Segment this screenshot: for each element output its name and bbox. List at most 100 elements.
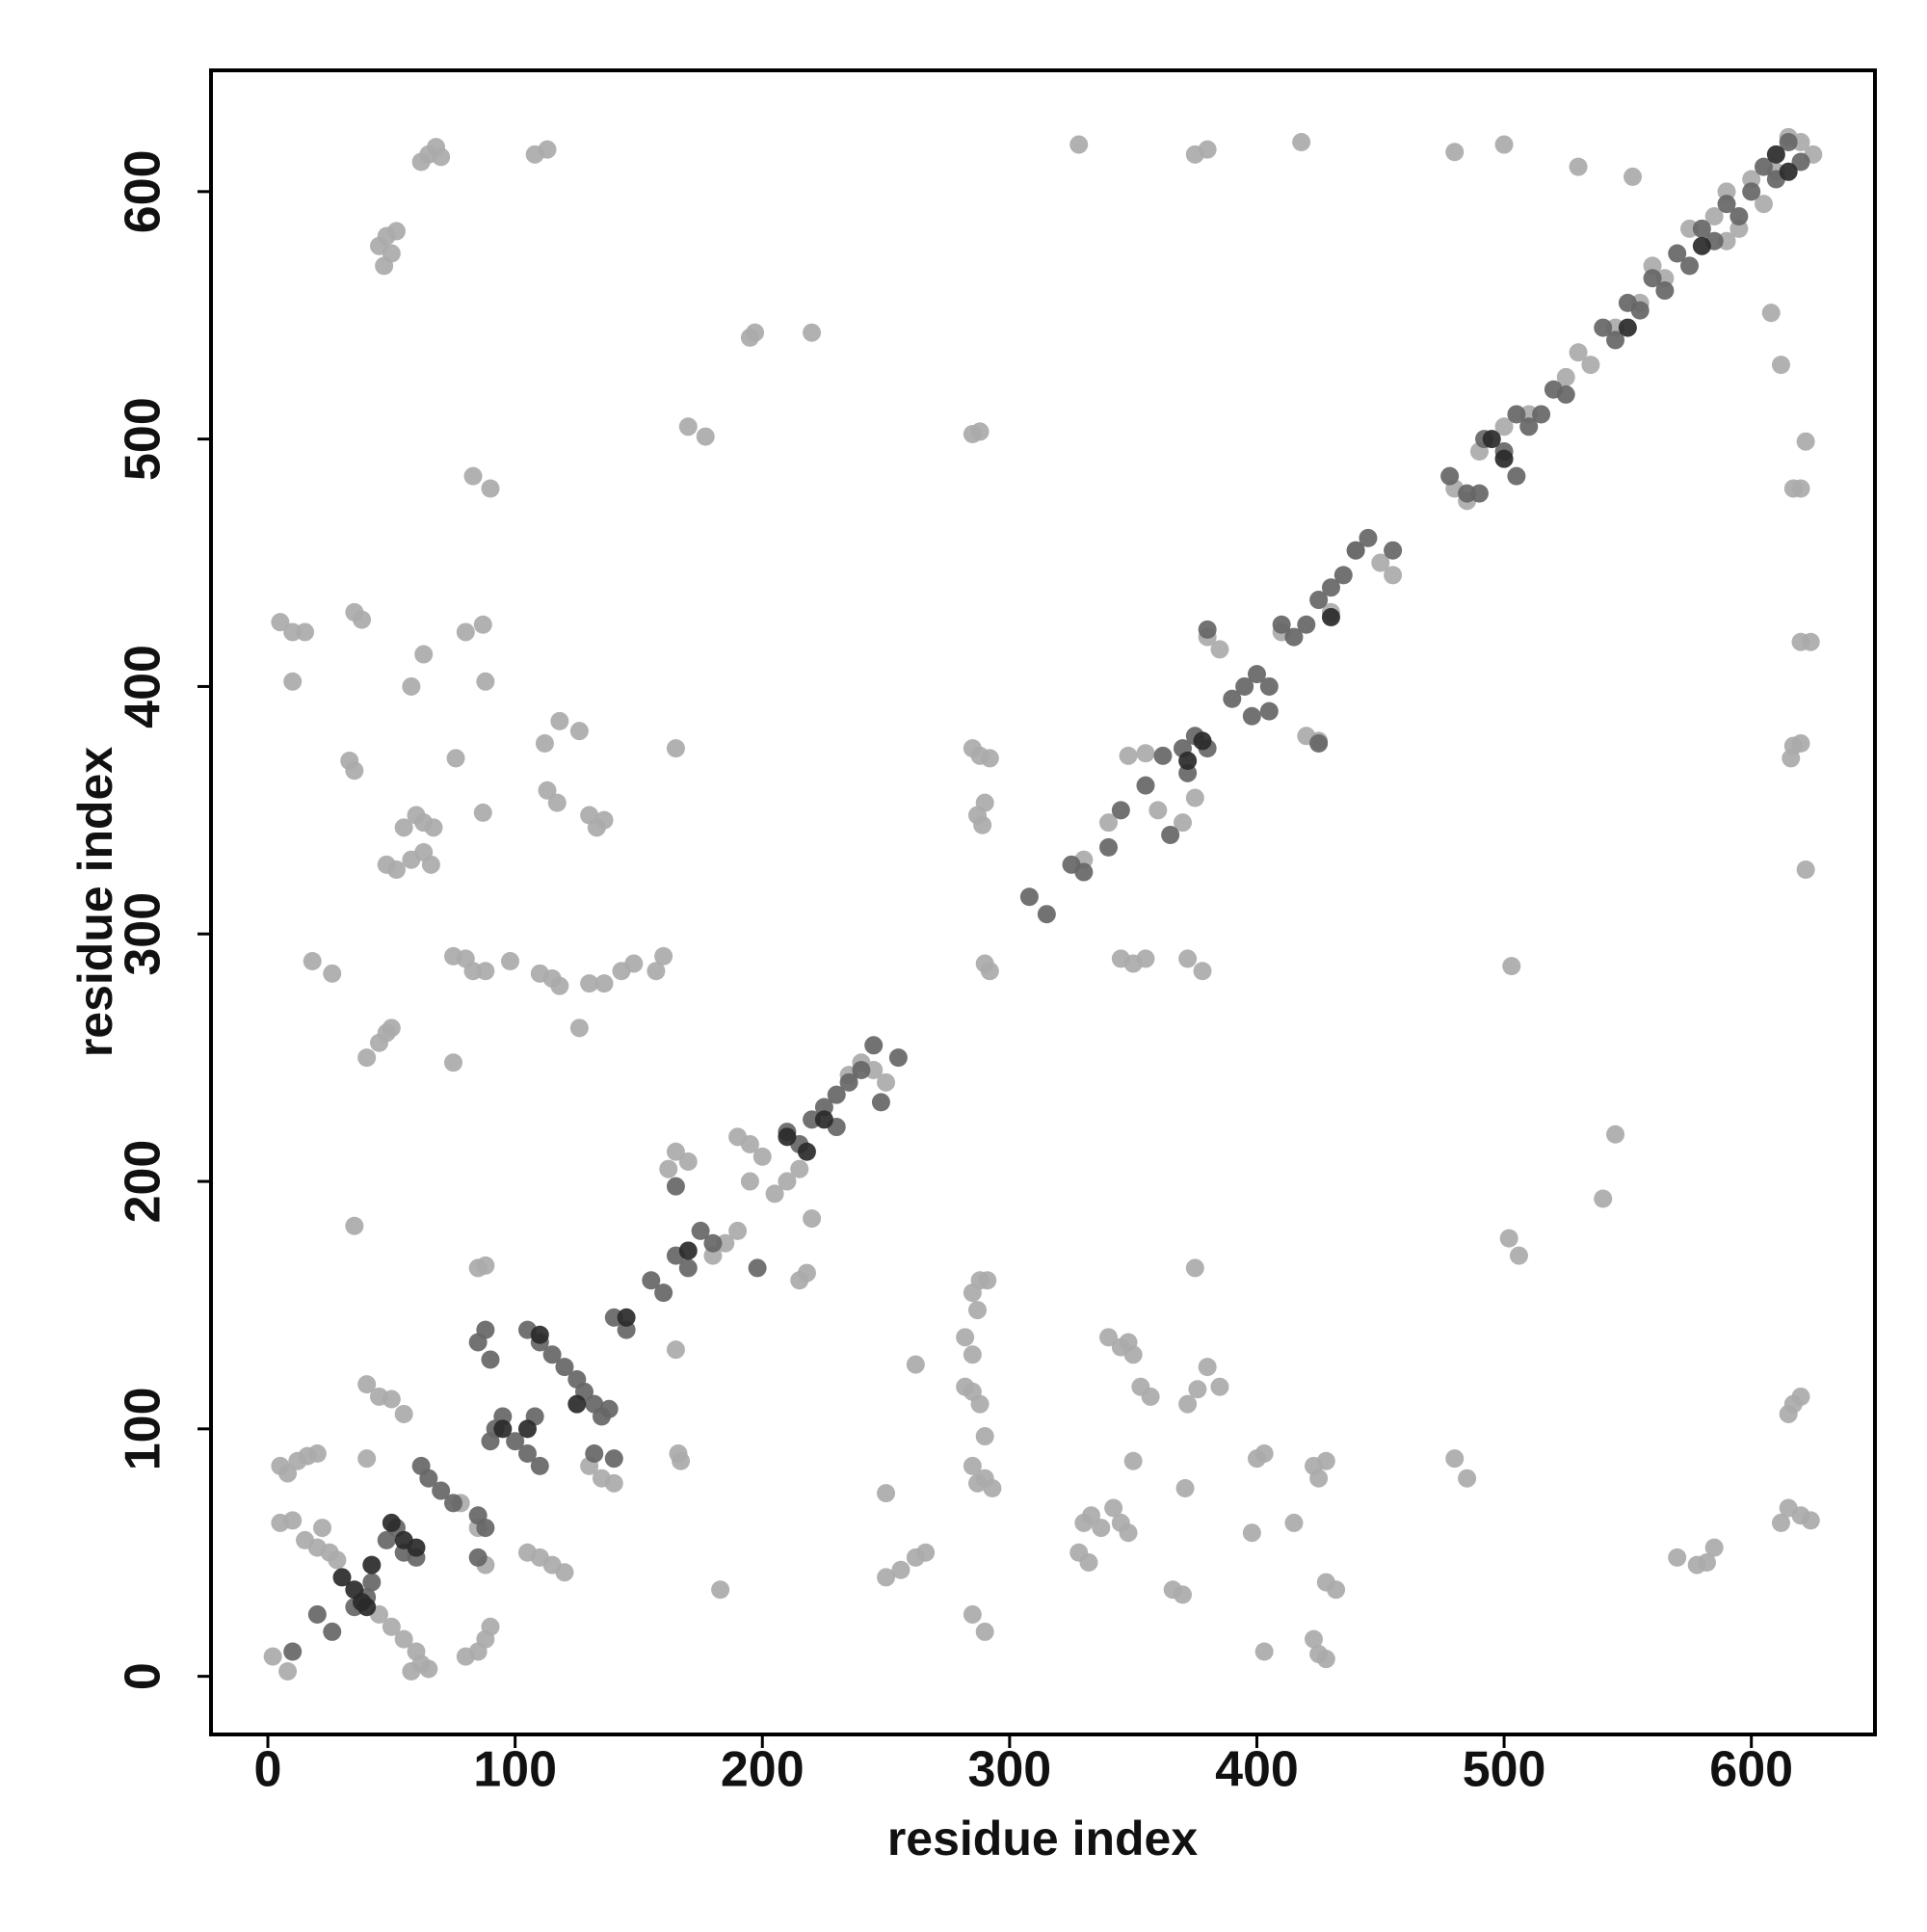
point bbox=[1502, 957, 1521, 976]
point bbox=[386, 860, 406, 879]
point bbox=[1581, 356, 1600, 375]
point bbox=[585, 1444, 604, 1464]
point bbox=[746, 323, 765, 342]
point bbox=[1791, 152, 1810, 172]
point bbox=[963, 1284, 982, 1303]
point bbox=[1210, 1377, 1229, 1396]
point bbox=[1384, 541, 1403, 560]
point bbox=[362, 1555, 382, 1575]
point bbox=[1668, 1548, 1687, 1567]
point bbox=[542, 1345, 562, 1364]
point bbox=[357, 1449, 377, 1469]
point bbox=[382, 1513, 401, 1532]
point bbox=[740, 1135, 759, 1154]
point bbox=[443, 1053, 462, 1072]
point bbox=[481, 1350, 500, 1369]
point bbox=[1019, 887, 1039, 907]
point bbox=[1742, 182, 1761, 201]
point bbox=[1259, 676, 1279, 696]
point bbox=[357, 1048, 377, 1068]
point bbox=[975, 1622, 994, 1641]
x-tick-label: 400 bbox=[1215, 1742, 1299, 1798]
point bbox=[617, 1308, 636, 1327]
point bbox=[473, 615, 492, 634]
point bbox=[1242, 1523, 1261, 1543]
point bbox=[803, 1209, 822, 1229]
point bbox=[419, 1659, 438, 1679]
point bbox=[377, 1530, 396, 1549]
point bbox=[569, 722, 589, 741]
point bbox=[624, 954, 644, 973]
point bbox=[1074, 862, 1094, 882]
point bbox=[307, 1444, 327, 1464]
y-tick-label: 400 bbox=[116, 645, 172, 728]
point bbox=[978, 1271, 997, 1290]
point bbox=[906, 1355, 925, 1374]
point bbox=[1594, 1189, 1613, 1208]
point bbox=[980, 962, 999, 981]
point bbox=[1782, 749, 1801, 768]
point bbox=[1494, 135, 1514, 154]
point bbox=[473, 803, 492, 822]
point bbox=[1198, 1358, 1217, 1377]
point bbox=[1755, 195, 1774, 214]
point bbox=[1482, 430, 1501, 449]
point bbox=[568, 1394, 587, 1414]
point bbox=[1630, 301, 1650, 320]
y-tick-label: 600 bbox=[116, 149, 172, 233]
point bbox=[1771, 1513, 1790, 1532]
point bbox=[1259, 701, 1279, 721]
point bbox=[1698, 1553, 1717, 1573]
point bbox=[1178, 1394, 1198, 1414]
point bbox=[691, 1221, 710, 1240]
point bbox=[476, 962, 495, 981]
point bbox=[1079, 1553, 1098, 1573]
point bbox=[1198, 620, 1217, 639]
y-tick-label: 200 bbox=[116, 1140, 172, 1224]
point bbox=[283, 1642, 303, 1661]
point bbox=[1309, 734, 1329, 754]
point bbox=[1104, 1498, 1123, 1518]
point bbox=[357, 1598, 377, 1617]
point bbox=[1779, 1404, 1798, 1423]
point bbox=[382, 1389, 401, 1409]
point bbox=[1618, 318, 1637, 337]
point bbox=[1668, 244, 1687, 263]
point bbox=[332, 1568, 352, 1587]
point bbox=[1235, 676, 1254, 696]
point bbox=[672, 1451, 691, 1470]
point bbox=[362, 1573, 382, 1592]
point bbox=[1309, 591, 1329, 610]
point bbox=[1161, 826, 1180, 845]
point bbox=[1569, 343, 1588, 362]
point bbox=[1136, 744, 1155, 763]
point bbox=[1141, 1387, 1160, 1406]
point bbox=[963, 1604, 982, 1624]
point bbox=[654, 946, 673, 966]
point bbox=[1136, 949, 1155, 968]
point bbox=[1643, 269, 1662, 288]
point bbox=[468, 1333, 488, 1352]
point bbox=[1153, 746, 1173, 765]
point bbox=[1704, 207, 1724, 226]
point bbox=[550, 976, 569, 995]
point bbox=[975, 1427, 994, 1446]
point bbox=[1272, 615, 1291, 634]
point bbox=[1210, 640, 1229, 659]
point bbox=[1623, 167, 1643, 186]
point bbox=[1316, 1650, 1335, 1669]
point bbox=[432, 147, 451, 167]
point bbox=[345, 1216, 364, 1235]
point bbox=[1771, 356, 1790, 375]
point bbox=[1254, 1444, 1274, 1464]
point bbox=[778, 1172, 797, 1191]
point bbox=[1499, 1229, 1518, 1248]
point bbox=[1606, 331, 1625, 350]
point bbox=[666, 1340, 685, 1360]
point bbox=[1037, 905, 1056, 924]
point bbox=[307, 1604, 327, 1624]
point bbox=[1297, 615, 1316, 634]
point bbox=[476, 672, 495, 691]
